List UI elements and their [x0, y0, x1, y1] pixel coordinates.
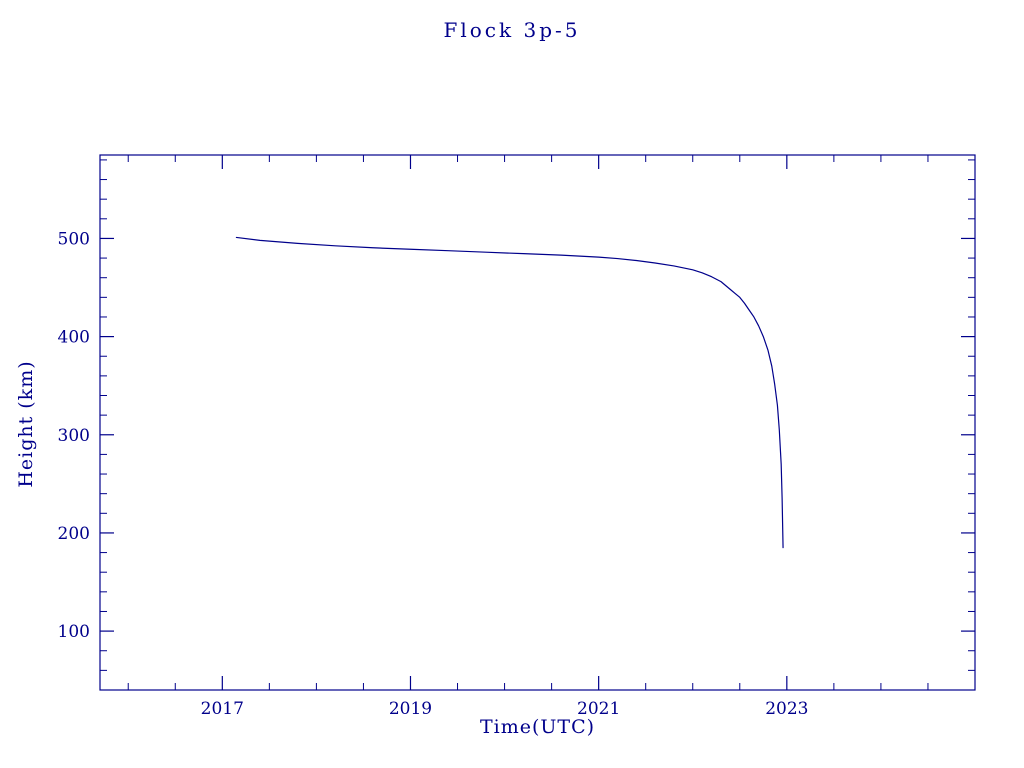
- x-tick-label: 2019: [389, 699, 432, 719]
- y-tick-label: 100: [58, 622, 90, 642]
- x-axis-label: Time(UTC): [479, 716, 596, 738]
- x-tick-label: 2017: [201, 699, 244, 719]
- y-tick-label: 300: [58, 426, 90, 446]
- chart-title: Flock 3p-5: [443, 18, 581, 42]
- x-tick-label: 2021: [577, 699, 620, 719]
- data-line: [235, 236, 784, 549]
- y-tick-label: 200: [58, 524, 90, 544]
- y-tick-label: 400: [58, 328, 90, 348]
- y-tick-label: 500: [58, 229, 90, 249]
- plot-frame: [99, 154, 976, 691]
- x-tick-label: 2023: [765, 699, 808, 719]
